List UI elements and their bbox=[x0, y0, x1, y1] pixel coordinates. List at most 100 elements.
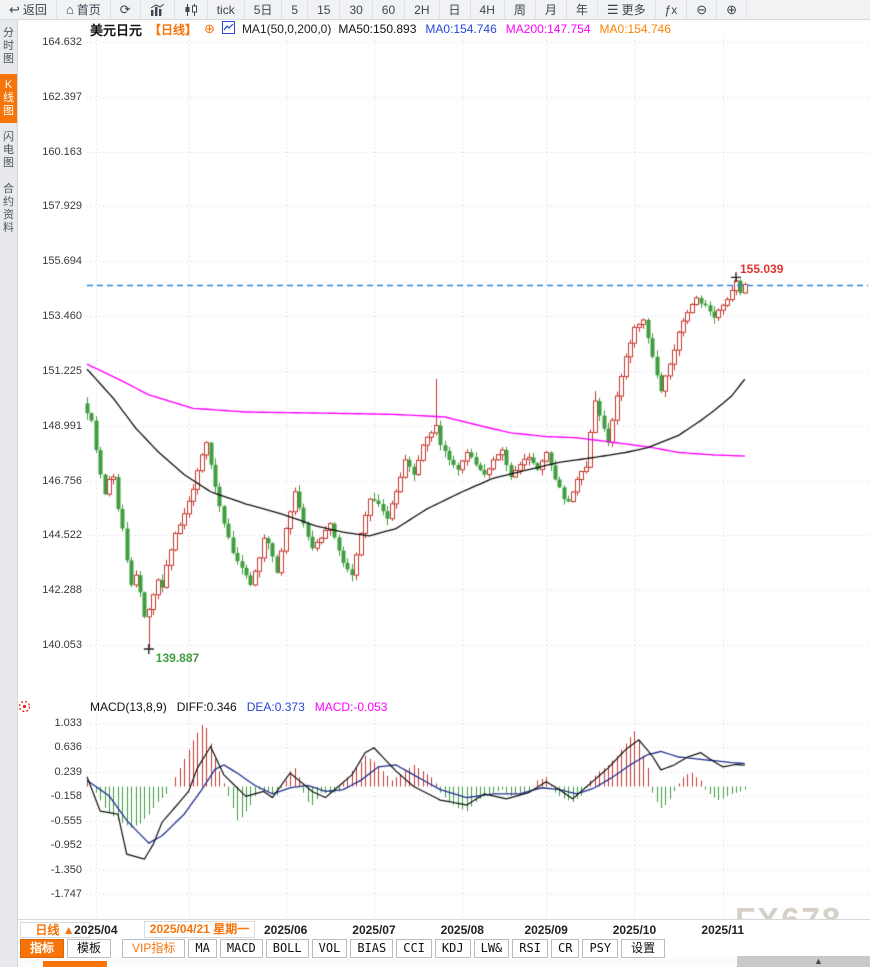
price-tick-label: 164.632 bbox=[42, 36, 82, 48]
macd-tick-label: 1.033 bbox=[54, 717, 82, 729]
ind-vol[interactable]: VOL bbox=[311, 939, 348, 958]
indicator-button[interactable]: 指标 bbox=[20, 939, 65, 958]
low-price-label: 139.887 bbox=[155, 651, 200, 666]
scroll-up-icon[interactable]: ▲ bbox=[814, 956, 823, 966]
interval-4h[interactable]: 4H bbox=[471, 0, 505, 19]
interval-month[interactable]: 月 bbox=[536, 0, 567, 19]
vip-indicator-button[interactable]: VIP指标 bbox=[122, 939, 186, 958]
price-tick-label: 144.522 bbox=[42, 529, 82, 542]
interval-15[interactable]: 15 bbox=[308, 0, 341, 19]
ma-values: MA50:150.893 MA0:154.746 MA200:147.754 MA0:… bbox=[338, 22, 680, 36]
zoom-out-button[interactable]: ⊖ bbox=[687, 0, 718, 19]
macd-tick-label: -1.747 bbox=[50, 888, 82, 900]
home-button-icon: ⌂ bbox=[65, 2, 74, 17]
price-tick-label: 140.053 bbox=[42, 639, 82, 651]
price-tick-label: 155.694 bbox=[42, 255, 82, 268]
interval-year[interactable]: 年 bbox=[567, 0, 598, 19]
more-button-icon: ☰ bbox=[606, 2, 619, 17]
line-chart-button[interactable] bbox=[141, 0, 175, 19]
refresh-button-icon: ⟳ bbox=[119, 2, 131, 17]
period-selector[interactable]: 日线 ▲ bbox=[20, 922, 90, 938]
interval-week[interactable]: 周 bbox=[505, 0, 536, 19]
tab-time-share[interactable]: 分时图 bbox=[3, 27, 14, 65]
chart-header: 美元日元 【日线】 ⊕ MA1(50,0,200,0) MA50:150.893… bbox=[90, 21, 680, 38]
ind-boll[interactable]: BOLL bbox=[265, 939, 309, 958]
zoom-in-button[interactable]: ⊕ bbox=[717, 0, 748, 19]
interval-5[interactable]: 5 bbox=[282, 0, 309, 19]
price-tick-label: 153.460 bbox=[42, 310, 82, 323]
mini-chart-icon bbox=[221, 21, 235, 37]
interval-day[interactable]: 日 bbox=[440, 0, 471, 19]
candle-chart-button[interactable] bbox=[175, 0, 208, 19]
ma-settings[interactable]: MA1(50,0,200,0) bbox=[241, 22, 332, 36]
back-button-icon: ↩ bbox=[9, 2, 20, 17]
macd-value: MACD:-0.053 bbox=[314, 700, 388, 714]
ind-rsi[interactable]: RSI bbox=[512, 939, 548, 958]
ind-cr[interactable]: CR bbox=[550, 939, 580, 958]
ma-value: MA50:150.893 bbox=[338, 22, 417, 36]
price-tick-label: 157.929 bbox=[42, 200, 82, 213]
xaxis-date-label: 2025/11 bbox=[701, 923, 745, 937]
ind-lw[interactable]: LW& bbox=[473, 939, 510, 958]
zoom-out-button-icon: ⊖ bbox=[696, 2, 708, 17]
macd-tick-label: 0.239 bbox=[54, 765, 82, 778]
line-chart-button-icon bbox=[150, 3, 165, 16]
ind-macd[interactable]: MACD bbox=[219, 939, 263, 958]
zoom-in-button-icon: ⊕ bbox=[726, 2, 738, 17]
tab-lightning[interactable]: 闪电图 bbox=[3, 131, 14, 169]
bottom-active-marker bbox=[43, 961, 107, 967]
xaxis-date-label: 2025/08 bbox=[440, 923, 484, 937]
back-button[interactable]: ↩ 返回 bbox=[0, 0, 57, 19]
interval-5d[interactable]: 5日 bbox=[245, 0, 283, 19]
refresh-button[interactable]: ⟳ bbox=[111, 0, 141, 19]
macd-value: DEA:0.373 bbox=[246, 700, 305, 714]
macd-tick-label: 0.636 bbox=[54, 741, 82, 754]
add-indicator-icon[interactable]: ⊕ bbox=[204, 21, 215, 36]
top-toolbar: ↩ 返回 ⌂ 首页 ⟳ tick 5日 5 15 30 60 2H 日 4H 周月年 ☰ 更多 ƒx ⊖ ⊕ bbox=[0, 0, 870, 20]
macd-header: MACD(13,8,9) DIFF:0.346 DEA:0.373 MACD:-0.… bbox=[90, 700, 397, 714]
macd-tick-label: -1.350 bbox=[50, 863, 82, 876]
ind-bias[interactable]: BIAS bbox=[350, 939, 394, 958]
settings-button[interactable]: 设置 bbox=[621, 939, 666, 958]
period-tag: 【日线】 bbox=[149, 22, 198, 37]
more-button[interactable]: ☰ 更多 bbox=[598, 0, 656, 19]
xaxis-date-label: 2025/09 bbox=[524, 923, 568, 937]
macd-values: DIFF:0.346 DEA:0.373 MACD:-0.053 bbox=[177, 700, 398, 714]
formula-button[interactable]: ƒx bbox=[656, 0, 688, 19]
macd-value: DIFF:0.346 bbox=[176, 700, 237, 714]
xaxis-date-label: 2025/07 bbox=[352, 923, 396, 937]
price-tick-label: 148.991 bbox=[42, 419, 82, 432]
ma-value: MA0:154.746 bbox=[599, 22, 671, 36]
price-tick-label: 162.397 bbox=[42, 90, 82, 103]
interval-30[interactable]: 30 bbox=[340, 0, 373, 19]
ma-value: MA200:147.754 bbox=[505, 22, 591, 36]
bottom-strip: ▲ bbox=[0, 956, 870, 967]
macd-tick-label: -0.952 bbox=[50, 839, 82, 852]
price-tick-label: 160.163 bbox=[42, 145, 82, 158]
xaxis-date-label: 2025/06 bbox=[263, 923, 308, 937]
symbol-title: 美元日元 bbox=[90, 22, 143, 38]
bottom-toolbar: 指标 模板 VIP指标 MA MACD BOLL VOL BIAS CCI KDJ LW& RSI CR… bbox=[17, 938, 870, 959]
crosshair-date-label: 2025/04/21 星期一 bbox=[143, 921, 256, 938]
ind-ma[interactable]: MA bbox=[188, 939, 217, 958]
horizontal-scrollbar[interactable]: ▲ bbox=[737, 956, 870, 967]
ind-cci[interactable]: CCI bbox=[396, 939, 432, 958]
xaxis-row: 日线 ▲ 2025/04 2025/04/21 星期一 2025/06 2025/07… bbox=[17, 919, 870, 939]
price-tick-label: 146.756 bbox=[42, 474, 82, 487]
candle-chart-button-icon bbox=[184, 3, 198, 16]
ind-kdj[interactable]: KDJ bbox=[434, 939, 471, 958]
interval-2h[interactable]: 2H bbox=[405, 0, 440, 19]
tab-kline[interactable]: K线图 bbox=[0, 74, 17, 123]
ind-psy[interactable]: PSY bbox=[582, 939, 619, 958]
home-button[interactable]: ⌂ 首页 bbox=[57, 0, 111, 19]
macd-tick-label: -0.158 bbox=[50, 790, 82, 803]
template-button[interactable]: 模板 bbox=[67, 939, 112, 958]
xaxis-date-label: 2025/10 bbox=[612, 923, 657, 937]
macd-title[interactable]: MACD(13,8,9) bbox=[90, 700, 167, 714]
tab-contract-info[interactable]: 合约资料 bbox=[3, 183, 14, 234]
indicator-settings-icon[interactable] bbox=[18, 700, 31, 718]
interval-60[interactable]: 60 bbox=[373, 0, 406, 19]
interval-tick[interactable]: tick bbox=[208, 0, 245, 19]
